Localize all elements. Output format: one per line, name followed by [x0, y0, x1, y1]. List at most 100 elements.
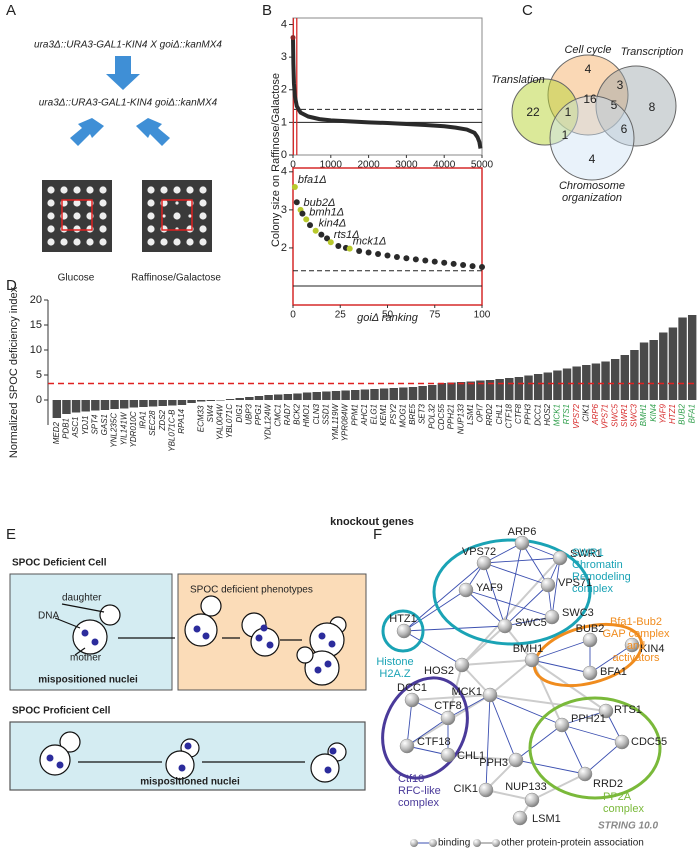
category-label: CIK1 — [581, 404, 590, 422]
plate-label: Raffinose/Galactose — [131, 273, 221, 284]
node-label: CIK1 — [454, 783, 478, 795]
category-label: GAS1 — [100, 414, 109, 435]
data-point — [403, 255, 410, 262]
edge — [515, 759, 586, 775]
node-label: BUB2 — [576, 623, 605, 635]
node — [396, 623, 412, 639]
node — [458, 582, 474, 598]
x-tick-label: 25 — [335, 310, 347, 321]
node-label: CTF8 — [434, 700, 462, 712]
complex-label: activators — [612, 652, 660, 664]
bar — [293, 393, 302, 400]
edge — [447, 664, 463, 719]
node — [508, 752, 524, 768]
bar — [610, 359, 620, 400]
venn — [511, 54, 677, 181]
bar — [341, 390, 350, 400]
complex-outlines — [381, 538, 662, 800]
category-label: KEM1 — [379, 404, 388, 426]
colony — [160, 238, 168, 246]
colony — [147, 186, 155, 194]
edge — [489, 659, 533, 696]
edge — [483, 557, 561, 564]
highlight-box — [61, 199, 93, 231]
y-tick-label: 10 — [30, 344, 42, 356]
category-label: HMO1 — [302, 404, 311, 427]
category-label: VPS72 — [572, 403, 581, 428]
x-tick-label: 50 — [382, 310, 394, 321]
category-label: DIG1 — [235, 404, 244, 423]
edge — [485, 694, 491, 791]
complex-label: complex — [603, 803, 644, 815]
node-label: YAF9 — [476, 582, 503, 594]
category-label: BRE5 — [408, 403, 417, 424]
node — [524, 652, 540, 668]
colony — [173, 186, 181, 194]
category-label: UBP3 — [244, 403, 253, 424]
node-label: HOS2 — [424, 665, 454, 677]
highlight-box — [161, 199, 193, 231]
edge — [531, 659, 591, 674]
count-label: 4 — [585, 62, 592, 76]
nuclei — [46, 624, 337, 774]
data-point — [291, 184, 298, 191]
colony — [99, 199, 107, 207]
node — [478, 782, 494, 798]
category-label: YDR010C — [129, 411, 138, 447]
set-label: Chromosome — [559, 180, 625, 192]
node — [482, 687, 498, 703]
category-label: MED2 — [52, 421, 61, 444]
category-label: YDJ1 — [81, 416, 90, 436]
node-label: KIN4 — [640, 643, 664, 655]
set-label: Cell cycle — [564, 44, 611, 56]
y-tick-label: 0 — [36, 394, 42, 406]
colony — [86, 186, 94, 194]
x-tick-label: 75 — [429, 310, 441, 321]
bar — [399, 387, 408, 400]
edge — [521, 542, 549, 586]
x-tick-label: 2000 — [357, 160, 380, 171]
edge — [465, 589, 553, 618]
category-label: OPI7 — [476, 403, 485, 422]
edge — [561, 724, 623, 743]
complex-label: Chromatin — [572, 559, 623, 571]
dna-text: DNA — [38, 611, 59, 622]
count-label: 1 — [562, 128, 569, 142]
node-label: PPH3 — [479, 757, 508, 769]
colony — [147, 199, 155, 207]
bar — [216, 400, 225, 401]
edge — [489, 694, 563, 726]
data-point — [384, 252, 391, 259]
category-label: YNL235C — [110, 413, 119, 448]
y-tick-label: 4 — [281, 166, 287, 178]
bar — [139, 400, 148, 407]
category-label: PSY2 — [389, 403, 398, 424]
colony — [186, 186, 194, 194]
node-label: VPS72 — [462, 546, 496, 558]
data-point — [335, 243, 342, 250]
colony — [147, 238, 155, 246]
colony — [199, 186, 207, 194]
colony — [47, 186, 55, 194]
colony — [173, 212, 181, 220]
daughter-text: daughter — [62, 593, 102, 604]
data-point — [346, 245, 353, 252]
count-label: 6 — [621, 122, 628, 136]
mother-text: mother — [70, 653, 102, 664]
data-point — [303, 216, 310, 223]
data-point — [469, 263, 476, 270]
category-label: PDB1 — [62, 418, 71, 439]
data-point — [450, 260, 457, 267]
category-label: BFA1 — [687, 404, 696, 423]
category-label: CMC1 — [273, 404, 282, 427]
bar — [591, 363, 601, 400]
colony — [147, 212, 155, 220]
data-point — [324, 235, 331, 242]
edge — [403, 589, 467, 632]
node — [497, 618, 513, 634]
node-label: RTS1 — [614, 704, 642, 716]
count-label: 22 — [526, 105, 540, 119]
x-tick-label: 3000 — [395, 160, 418, 171]
bar — [668, 327, 678, 400]
